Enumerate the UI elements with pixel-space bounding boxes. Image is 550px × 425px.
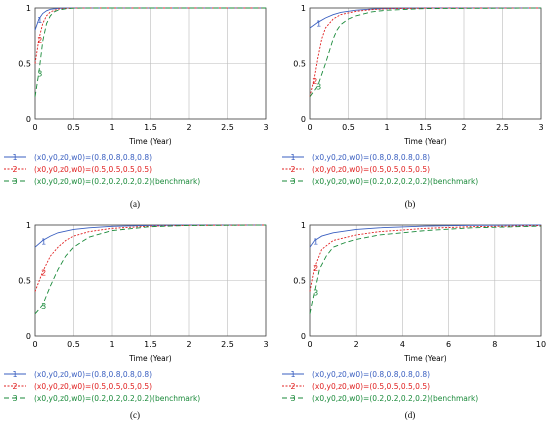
x-tick-label: 0 [32,340,37,349]
legend-marker-3: 3 [290,177,295,186]
chart-panel-1: 0 0.5 1 1.5 2 2.5 3 0 0.5 1 Time (Year) 1 1 (x0,y0,z0… [282,4,544,209]
legend-label-2: (x0,y0,z0,w0)=(0.5,0.5,0.5,0.5) [34,165,152,174]
x-tick-label: 3 [263,123,268,132]
y-tick-label: 0.5 [293,277,306,286]
legend-marker-2: 2 [12,165,17,174]
panel-label: (d) [405,410,416,420]
x-tick-label: 0.5 [67,340,80,349]
x-tick-label: 1.5 [419,123,432,132]
y-tick-label: 1 [301,221,306,230]
x-tick-label: 10 [536,340,546,349]
legend-marker-2: 2 [290,165,295,174]
series-line-1 [309,224,542,248]
legend-marker-3: 3 [12,394,17,403]
legend-marker-1: 1 [290,153,295,162]
x-tick-label: 2 [461,123,466,132]
series-marker-3: 3 [316,83,321,92]
y-tick-label: 0.5 [18,277,31,286]
series-marker-1: 1 [41,238,46,247]
x-tick-label: 1.5 [144,340,157,349]
series-marker-2: 2 [37,36,42,45]
x-tick-label: 8 [492,340,497,349]
series-line-2 [34,224,267,292]
x-tick-label: 2.5 [496,123,509,132]
x-tick-label: 3 [538,123,543,132]
legend-label-2: (x0,y0,z0,w0)=(0.5,0.5,0.5,0.5) [312,165,430,174]
series-line-2 [309,225,542,292]
legend-label-1: (x0,y0,z0,w0)=(0.8,0.8,0.8,0.8) [312,370,430,379]
panel-label: (b) [405,199,416,209]
series-line-3 [34,7,266,97]
x-tick-label: 0 [307,340,312,349]
y-tick-label: 0 [26,115,31,124]
x-tick-label: 6 [446,340,451,349]
legend-marker-1: 1 [290,370,295,379]
series-marker-2: 2 [312,77,317,86]
chart-panel-2: 0 0.5 1 1.5 2 2.5 3 0 0.5 1 Time (Year) 1 1 (x0,y0,z0… [4,221,269,420]
series-line-3 [309,225,542,314]
series-marker-1: 1 [313,238,318,247]
y-tick-label: 1 [26,4,31,13]
series-line-2 [309,7,542,97]
legend-label-1: (x0,y0,z0,w0)=(0.8,0.8,0.8,0.8) [312,153,430,162]
x-tick-label: 2 [186,123,191,132]
series-line-3 [34,224,267,315]
series-marker-2: 2 [313,264,318,273]
panel-label: (c) [130,410,140,420]
legend-label-2: (x0,y0,z0,w0)=(0.5,0.5,0.5,0.5) [34,382,152,391]
legend-marker-2: 2 [290,382,295,391]
x-axis-label: Time (Year) [128,137,172,146]
x-tick-label: 3 [263,340,268,349]
x-axis-label: Time (Year) [403,137,447,146]
legend-label-3: (x0,y0,z0,w0)=(0.2,0.2,0.2,0.2)(benchmar… [34,394,200,403]
legend-label-2: (x0,y0,z0,w0)=(0.5,0.5,0.5,0.5) [312,382,430,391]
legend-marker-1: 1 [12,370,17,379]
x-tick-label: 2 [186,340,191,349]
y-tick-label: 0 [301,332,306,341]
y-tick-label: 0 [301,115,306,124]
y-tick-label: 0.5 [18,60,31,69]
y-tick-label: 0 [26,332,31,341]
x-tick-label: 1 [109,340,114,349]
x-tick-label: 2.5 [221,340,234,349]
x-tick-label: 2 [354,340,359,349]
series-marker-1: 1 [316,19,321,28]
x-tick-label: 2.5 [221,123,234,132]
legend-label-1: (x0,y0,z0,w0)=(0.8,0.8,0.8,0.8) [34,370,152,379]
x-tick-label: 0 [32,123,37,132]
x-tick-label: 4 [400,340,405,349]
series-marker-3: 3 [41,302,46,311]
series-marker-2: 2 [41,269,46,278]
series-marker-3: 3 [313,289,318,298]
legend-label-3: (x0,y0,z0,w0)=(0.2,0.2,0.2,0.2)(benchmar… [34,177,200,186]
series-marker-1: 1 [37,16,42,25]
x-axis-label: Time (Year) [403,354,447,363]
x-axis-label: Time (Year) [128,354,172,363]
plot-frame [309,224,542,337]
legend-marker-2: 2 [12,382,17,391]
x-tick-label: 1 [384,123,389,132]
x-tick-label: 1 [109,123,114,132]
y-tick-label: 1 [301,4,306,13]
x-tick-label: 0.5 [342,123,355,132]
legend-marker-3: 3 [12,177,17,186]
legend-label-1: (x0,y0,z0,w0)=(0.8,0.8,0.8,0.8) [34,153,152,162]
series-line-1 [34,224,267,248]
legend-label-3: (x0,y0,z0,w0)=(0.2,0.2,0.2,0.2)(benchmar… [312,177,478,186]
x-tick-label: 0 [307,123,312,132]
legend-marker-3: 3 [290,394,295,403]
x-tick-label: 1.5 [144,123,157,132]
panel-label: (a) [130,199,140,209]
series-marker-3: 3 [37,69,42,78]
y-tick-label: 1 [26,221,31,230]
x-tick-label: 0.5 [67,123,80,132]
series-line-3 [309,7,542,98]
legend-marker-1: 1 [12,153,17,162]
legend-label-3: (x0,y0,z0,w0)=(0.2,0.2,0.2,0.2)(benchmar… [312,394,478,403]
y-tick-label: 0.5 [293,60,306,69]
series-line-1 [309,7,541,29]
